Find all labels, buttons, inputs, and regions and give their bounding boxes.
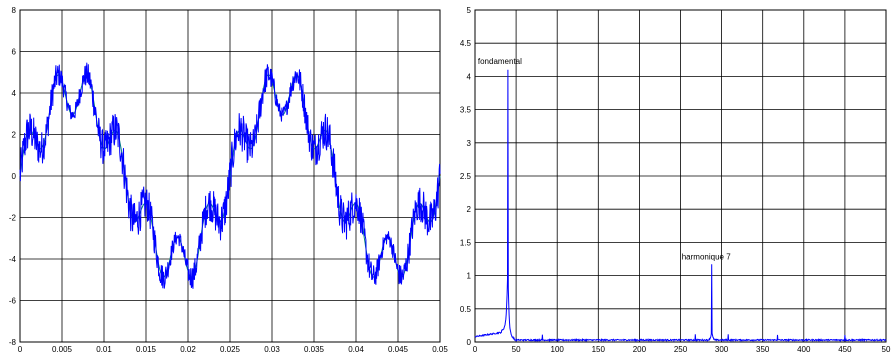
time-plot-y-tick-label: 8 — [12, 6, 17, 15]
time-plot-x-tick-label: 0.015 — [136, 345, 157, 354]
spectrum-plot-y-tick-label: 5 — [467, 6, 472, 15]
annotation-fondamental: fondamental — [478, 57, 522, 66]
annotation-harmonique-7: harmonique 7 — [682, 252, 731, 261]
spectrum-plot-tick-labels: 0 50 100 150 200 250 300 350 400 450 5000.511.522.… — [460, 6, 891, 354]
spectrum-plot-y-tick-label: 3 — [467, 139, 472, 148]
time-plot-x-tick-label: 0.045 — [388, 345, 409, 354]
spectrum-plot-y-tick-label: 2.5 — [460, 172, 472, 181]
time-plot-x-tick-label: 0.04 — [348, 345, 364, 354]
spectrum-plot-x-tick-label: 450 — [838, 345, 852, 354]
spectrum-plot-x-tick-label: 50 — [512, 345, 521, 354]
time-plot-x-tick-label: 0.035 — [304, 345, 325, 354]
spectrum-plot-x-tick-label: 400 — [797, 345, 811, 354]
spectrum-plot-y-tick-label: 4 — [467, 72, 472, 81]
spectrum-plot-y-tick-label: 0 — [467, 338, 472, 347]
time-plot-x-tick-label: 0.02 — [180, 345, 196, 354]
time-plot-tick-labels: 0 0.005 0.01 0.015 0.02 0.025 0.03 0.035 0.04 0.0… — [9, 6, 448, 354]
time-plot-grid — [20, 10, 440, 342]
spectrum-plot-x-tick-label: 50 — [882, 345, 891, 354]
spectrum-plot-x-tick-label: 150 — [592, 345, 606, 354]
spectrum-plot-x-tick-label: 350 — [756, 345, 770, 354]
spectrum-plot-x-tick-label: 200 — [633, 345, 647, 354]
time-plot-y-tick-label: -8 — [9, 338, 17, 347]
time-plot-x-tick-label: 0.005 — [52, 345, 73, 354]
time-plot-y-tick-label: -4 — [9, 255, 17, 264]
spectrum-plot-y-tick-label: 4.5 — [460, 39, 472, 48]
spectrum-plot-y-tick-label: 3.5 — [460, 106, 472, 115]
spectrum-plot-x-tick-label: 300 — [715, 345, 729, 354]
time-plot-x-tick-label: 0.03 — [264, 345, 280, 354]
time-plot-y-tick-label: 4 — [12, 89, 17, 98]
spectrum-plot-x-tick-label: 0 — [473, 345, 478, 354]
time-plot-y-tick-label: 0 — [12, 172, 17, 181]
spectrum-plot-grid — [475, 10, 886, 342]
noisy-signal-line — [19, 62, 441, 289]
time-plot-y-tick-label: -2 — [9, 214, 17, 223]
spectrum-plot-y-tick-label: 1.5 — [460, 238, 472, 247]
spectrum-line — [474, 69, 887, 343]
time-plot-y-tick-label: -6 — [9, 297, 17, 306]
time-plot-x-tick-label: 0 — [18, 345, 23, 354]
time-plot-y-tick-label: 2 — [12, 131, 17, 140]
spectrum-plot: 0 50 100 150 200 250 300 350 400 450 5000.511.522.… — [460, 6, 891, 354]
spectrum-plot-y-tick-label: 1 — [467, 272, 472, 281]
spectrum-plot-y-tick-label: 2 — [467, 205, 472, 214]
time-plot-x-tick-label: 0.05 — [432, 345, 448, 354]
spectrum-plot-x-tick-label: 100 — [551, 345, 565, 354]
time-plot-x-tick-label: 0.025 — [220, 345, 241, 354]
time-signal-plot: 0 0.005 0.01 0.015 0.02 0.025 0.03 0.035 0.04 0.0… — [9, 6, 448, 354]
spectrum-plot-x-tick-label: 250 — [674, 345, 688, 354]
time-plot-y-tick-label: 6 — [12, 48, 17, 57]
time-plot-x-tick-label: 0.01 — [96, 345, 112, 354]
spectrum-plot-y-tick-label: 0.5 — [460, 305, 472, 314]
